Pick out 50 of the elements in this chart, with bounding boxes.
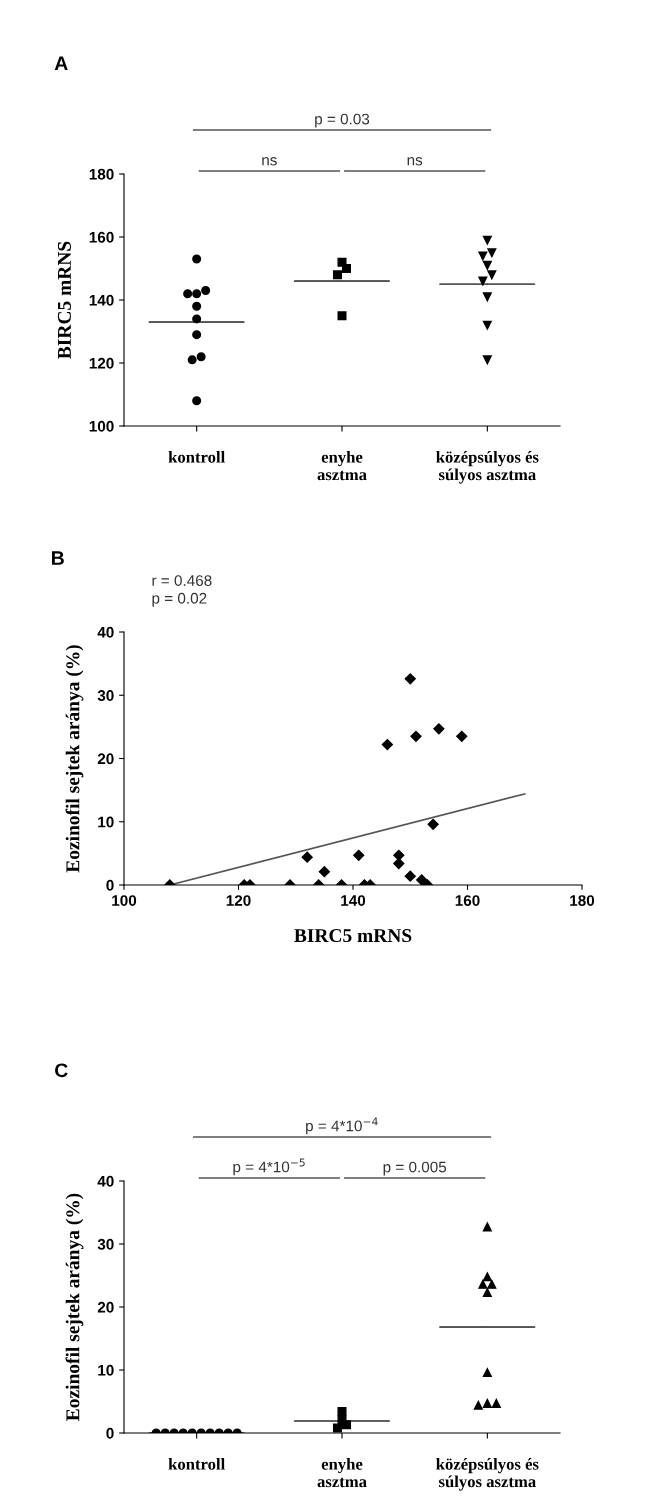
point xyxy=(416,874,428,885)
y-tick-label: 120 xyxy=(89,357,114,369)
x-tick-label: középsúlyos és súlyos asztma xyxy=(436,1458,539,1491)
text: p = 0.02 xyxy=(152,592,207,607)
y-tick-label: 10 xyxy=(98,1364,114,1376)
y-tick-label: 40 xyxy=(97,626,114,638)
point xyxy=(404,673,416,685)
y-tick-label: 140 xyxy=(89,294,114,306)
y-tick-label: 30 xyxy=(97,690,114,701)
point xyxy=(427,818,439,830)
y-axis-title: BIRC5 mRNS xyxy=(57,241,71,359)
y-tick-label: 180 xyxy=(89,168,114,180)
text: p = 0.005 xyxy=(383,1161,447,1176)
text: ns xyxy=(407,157,423,166)
y-tick-label: 20 xyxy=(97,753,114,765)
chart-title: B xyxy=(52,551,64,565)
x-tick-label: 140 xyxy=(341,895,366,906)
y-tick-label: 100 xyxy=(89,420,114,432)
y-tick-label: 40 xyxy=(97,1175,114,1187)
x-tick-label: középsúlyos és súlyos asztma xyxy=(436,451,539,484)
x-tick-label: kontroll xyxy=(168,451,225,463)
y-axis-title: Eozinofil sejtek aránya (%) xyxy=(65,1193,84,1421)
y-tick-label: 160 xyxy=(89,231,114,243)
x-axis-title: BIRC5 mRNS xyxy=(294,929,412,943)
x-tick-label: enyhe asztma xyxy=(317,451,367,481)
text: p = 0.03 xyxy=(315,113,370,128)
x-tick-label: 160 xyxy=(455,895,480,906)
y-tick-label: 0 xyxy=(106,1427,114,1439)
y-axis-title: Eozinofil sejtek aránya (%) xyxy=(65,645,84,873)
text: ns xyxy=(262,157,277,166)
x-tick-label: 120 xyxy=(226,895,251,906)
x-tick-label: 180 xyxy=(570,895,595,906)
x-tick-label: kontroll xyxy=(168,1458,225,1470)
y-tick-label: 20 xyxy=(97,1301,114,1313)
point xyxy=(381,738,393,751)
chart-title: A xyxy=(54,56,68,70)
x-tick-label: enyhe asztma xyxy=(317,1458,367,1488)
y-tick-label: 10 xyxy=(98,816,114,828)
point xyxy=(410,730,422,742)
point xyxy=(433,723,445,735)
y-tick-label: 30 xyxy=(97,1238,114,1250)
point xyxy=(456,730,468,742)
text: r = 0.468 xyxy=(152,575,212,586)
point xyxy=(301,851,313,863)
chart-title: C xyxy=(55,1063,68,1078)
point xyxy=(404,870,416,882)
y-tick-label: 0 xyxy=(106,879,114,891)
text: p = 4*10$^{−4}$ xyxy=(306,1117,378,1135)
text: p = 4*10$^{−5}$ xyxy=(233,1158,305,1176)
point xyxy=(353,849,365,861)
